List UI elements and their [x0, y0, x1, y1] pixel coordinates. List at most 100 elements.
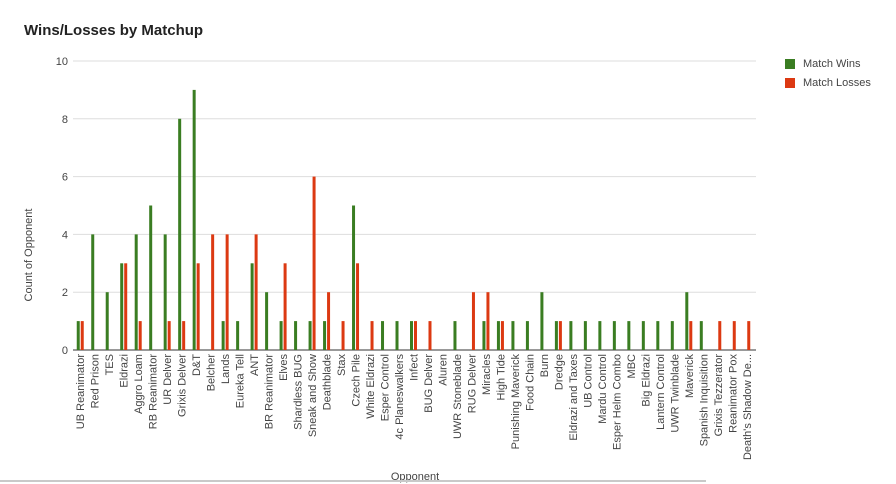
x-tick-label: Belcher — [206, 354, 218, 392]
legend: Match Wins Match Losses — [785, 54, 871, 92]
x-tick-label: Infect — [409, 354, 421, 381]
y-tick-label: 6 — [62, 172, 68, 184]
bar-losses — [124, 263, 128, 350]
x-tick-label: ANT — [249, 354, 261, 376]
bar-wins — [352, 205, 356, 350]
bar-wins — [670, 321, 674, 350]
bar-wins — [612, 321, 616, 350]
bar-losses — [196, 263, 200, 350]
bar-wins — [583, 321, 587, 350]
bar-wins — [76, 321, 80, 350]
bar-losses — [718, 321, 722, 350]
x-tick-label: UWR Twinblade — [669, 354, 681, 433]
bar-losses — [747, 321, 751, 350]
bar-wins — [656, 321, 660, 350]
bar-wins — [149, 205, 153, 350]
bar-wins — [554, 321, 558, 350]
bar-wins — [221, 321, 225, 350]
x-tick-label: Esper Helm Combo — [611, 354, 623, 450]
legend-label-wins: Match Wins — [803, 57, 861, 70]
x-tick-label: White Eldrazi — [365, 354, 377, 419]
x-tick-label: Lantern Control — [655, 354, 667, 430]
x-tick-label: Stax — [336, 354, 348, 377]
x-tick-label: Big Eldrazi — [640, 354, 652, 407]
x-tick-label: Sneak and Show — [307, 354, 319, 437]
x-tick-label: Maverick — [684, 354, 696, 399]
y-tick-label: 0 — [62, 345, 68, 357]
x-tick-label: High Tide — [495, 354, 507, 400]
x-tick-label: Punishing Maverick — [510, 354, 522, 450]
bar-wins — [381, 321, 385, 350]
bar-losses — [500, 321, 504, 350]
scrollbar-track[interactable] — [0, 480, 706, 482]
bar-wins — [105, 292, 109, 350]
bar-wins — [482, 321, 486, 350]
bar-wins — [685, 292, 689, 350]
bar-wins — [294, 321, 298, 350]
x-tick-label: Eureka Tell — [235, 354, 247, 408]
bar-wins — [279, 321, 283, 350]
x-tick-label: Eldrazi and Taxes — [568, 354, 580, 441]
bar-losses — [370, 321, 374, 350]
x-tick-label: RB Reanimator — [148, 354, 160, 430]
x-tick-label: Esper Control — [380, 354, 392, 421]
x-tick-label: BR Reanimator — [264, 354, 276, 430]
y-axis-title: Count of Opponent — [23, 209, 35, 302]
bar-wins — [134, 234, 138, 350]
bar-wins — [250, 263, 254, 350]
bar-losses — [211, 234, 215, 350]
x-tick-label: Lands — [220, 354, 232, 384]
bar-wins — [569, 321, 573, 350]
bar-losses — [356, 263, 360, 350]
y-tick-label: 4 — [62, 229, 68, 241]
bar-wins — [627, 321, 631, 350]
bar-wins — [323, 321, 327, 350]
x-tick-label: UWR Stoneblade — [452, 354, 464, 439]
bar-losses — [138, 321, 142, 350]
x-tick-label: D&T — [191, 354, 203, 376]
bar-wins — [511, 321, 515, 350]
x-tick-label: Burn — [539, 354, 551, 377]
bar-wins — [453, 321, 457, 350]
bar-wins — [395, 321, 399, 350]
x-tick-label: Reanimator Pox — [727, 354, 739, 433]
x-tick-label: Spanish Inquisition — [698, 354, 710, 446]
legend-swatch-wins — [785, 58, 795, 69]
x-tick-label: Dredge — [553, 354, 565, 390]
bar-losses — [327, 292, 331, 350]
legend-item-losses[interactable]: Match Losses — [785, 73, 871, 92]
bar-losses — [225, 234, 229, 350]
legend-swatch-losses — [785, 77, 795, 88]
x-tick-label: Shardless BUG — [293, 354, 305, 430]
bar-losses — [689, 321, 693, 350]
bar-wins — [91, 234, 95, 350]
x-tick-label: Miracles — [481, 354, 493, 395]
bar-wins — [178, 118, 182, 350]
x-tick-label: Deathblade — [322, 354, 334, 410]
bar-losses — [283, 263, 287, 350]
bar-wins — [192, 89, 196, 351]
bar-wins — [525, 321, 529, 350]
bar-losses — [341, 321, 345, 350]
x-tick-label: BUG Delver — [423, 354, 435, 413]
legend-item-wins[interactable]: Match Wins — [785, 54, 871, 73]
bar-wins — [410, 321, 413, 350]
x-tick-label: Aggro Loam — [133, 354, 145, 414]
x-tick-label: UB Control — [582, 354, 594, 408]
bar-wins — [163, 234, 167, 350]
bar-wins — [496, 321, 500, 350]
chart-title: Wins/Losses by Matchup — [24, 22, 204, 39]
bar-wins — [540, 292, 544, 350]
x-tick-label: Food Chain — [524, 354, 536, 411]
bar-wins — [120, 263, 124, 350]
bar-losses — [80, 321, 84, 350]
bar-losses — [182, 321, 186, 350]
x-tick-label: 4c Planeswalkers — [394, 354, 406, 440]
bar-losses — [254, 234, 258, 350]
x-tick-label: Grixis Tezzerator — [713, 354, 725, 437]
x-tick-label: Red Prison — [90, 354, 102, 408]
x-tick-label: Grixis Delver — [177, 354, 189, 417]
bar-wins — [598, 321, 602, 350]
